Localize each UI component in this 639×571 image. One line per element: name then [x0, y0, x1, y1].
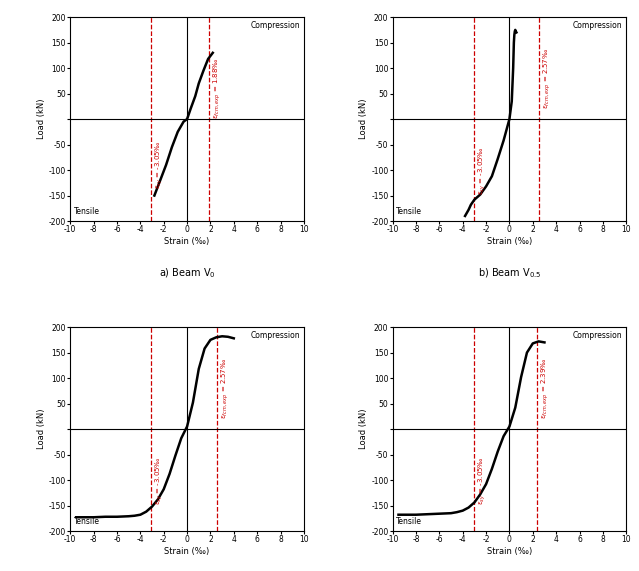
Text: Compression: Compression — [250, 21, 300, 30]
Text: a) Beam V$_0$: a) Beam V$_0$ — [158, 266, 215, 280]
Text: Compression: Compression — [573, 21, 623, 30]
Y-axis label: Load (kN): Load (kN) — [360, 409, 369, 449]
Text: ε$_{sy}$ = -3.05‰: ε$_{sy}$ = -3.05‰ — [476, 456, 488, 505]
Text: ε$_{fcm,exp}$ = 2.57‰: ε$_{fcm,exp}$ = 2.57‰ — [219, 357, 231, 419]
Text: ε$_{sy}$ = -3.05‰: ε$_{sy}$ = -3.05‰ — [476, 146, 488, 195]
Text: Tensile: Tensile — [73, 517, 100, 526]
Text: Compression: Compression — [250, 331, 300, 340]
X-axis label: Strain (‰): Strain (‰) — [487, 547, 532, 556]
X-axis label: Strain (‰): Strain (‰) — [164, 547, 210, 556]
Text: Compression: Compression — [573, 331, 623, 340]
Y-axis label: Load (kN): Load (kN) — [37, 409, 46, 449]
Text: Tensile: Tensile — [73, 207, 100, 216]
Y-axis label: Load (kN): Load (kN) — [37, 99, 46, 139]
Text: ε$_{fcm,exp}$ = 2.57‰: ε$_{fcm,exp}$ = 2.57‰ — [542, 48, 553, 109]
Text: ε$_{sy}$ = -3.05‰: ε$_{sy}$ = -3.05‰ — [154, 140, 166, 190]
Text: ε$_{fcm,exp}$ = 1.88‰: ε$_{fcm,exp}$ = 1.88‰ — [212, 58, 223, 119]
Text: ε$_{sy}$ = -3.05‰: ε$_{sy}$ = -3.05‰ — [154, 456, 166, 505]
Text: ε$_{fcm,exp}$ = 2.39‰: ε$_{fcm,exp}$ = 2.39‰ — [540, 357, 551, 419]
Text: Tensile: Tensile — [396, 207, 422, 216]
X-axis label: Strain (‰): Strain (‰) — [487, 237, 532, 246]
Y-axis label: Load (kN): Load (kN) — [360, 99, 369, 139]
Text: b) Beam V$_{0.5}$: b) Beam V$_{0.5}$ — [478, 266, 541, 280]
Text: Tensile: Tensile — [396, 517, 422, 526]
X-axis label: Strain (‰): Strain (‰) — [164, 237, 210, 246]
